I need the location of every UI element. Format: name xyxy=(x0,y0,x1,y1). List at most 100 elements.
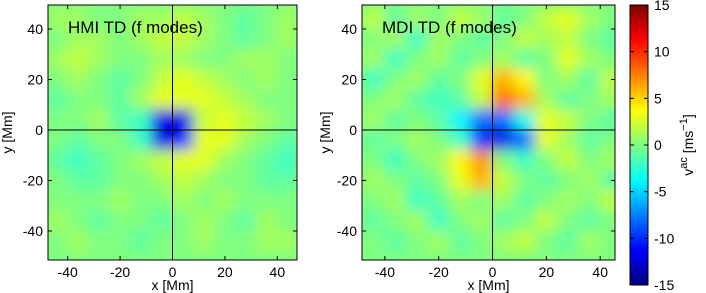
heat-cell xyxy=(599,8,615,30)
heat-cell xyxy=(513,169,537,192)
x-tick-label: -40 xyxy=(58,264,78,280)
heat-cell xyxy=(213,48,236,70)
heat-cell xyxy=(448,169,472,192)
heat-cell xyxy=(88,149,111,171)
heat-cell xyxy=(88,28,111,50)
heat-cell xyxy=(213,109,236,131)
heat-cell xyxy=(88,48,111,70)
heat-cell xyxy=(492,149,515,171)
heat-cell xyxy=(427,28,450,50)
heat-cell xyxy=(556,129,580,151)
heat-cell xyxy=(130,28,153,50)
heat-cell xyxy=(362,48,386,70)
heat-cell xyxy=(384,129,407,151)
heat-cell xyxy=(276,48,297,70)
heat-cell xyxy=(599,169,615,192)
heat-cell xyxy=(213,8,236,30)
heat-cell xyxy=(492,109,515,131)
heat-cell xyxy=(192,8,215,30)
cells xyxy=(48,8,297,252)
heat-cell xyxy=(255,109,278,131)
heat-cell xyxy=(535,109,558,131)
heat-cell xyxy=(384,109,407,131)
heat-cell xyxy=(192,28,215,50)
colorbar-label-part: v xyxy=(680,169,696,176)
heat-cell xyxy=(492,169,515,192)
heat-cell xyxy=(362,190,386,212)
heat-cell xyxy=(88,89,111,111)
heat-cell xyxy=(213,28,236,50)
heat-cell xyxy=(88,8,111,30)
heat-cell xyxy=(213,210,236,232)
heat-cell xyxy=(213,129,236,151)
heat-cell xyxy=(67,210,90,232)
heat-cell xyxy=(448,109,472,131)
colorbar-tick-label: -15 xyxy=(654,277,674,293)
heat-cell xyxy=(255,230,278,252)
heat-cell xyxy=(556,230,580,252)
heat-cell xyxy=(362,28,386,50)
heat-cell xyxy=(276,169,297,192)
x-tick-label: 40 xyxy=(592,264,608,280)
heat-cell xyxy=(448,149,472,171)
heat-cell xyxy=(535,169,558,192)
y-tick-label: 40 xyxy=(27,21,43,37)
heat-cell xyxy=(255,68,278,91)
heat-cell xyxy=(556,210,580,232)
heat-cell xyxy=(362,210,386,232)
heat-cell xyxy=(67,169,90,192)
heat-cell xyxy=(535,149,558,171)
heat-cell xyxy=(151,190,173,212)
heat-cell xyxy=(448,190,472,212)
heat-cell xyxy=(578,8,601,30)
heat-cell xyxy=(427,109,450,131)
heat-cell xyxy=(384,48,407,70)
heat-cell xyxy=(470,129,494,151)
x-tick-label: 0 xyxy=(489,264,497,280)
colorbar-label-part: ac xyxy=(678,157,690,169)
colorbar-label-part: ] xyxy=(680,114,696,118)
heat-cell xyxy=(362,68,386,91)
heat-cell xyxy=(362,129,386,151)
heat-cell xyxy=(130,8,153,30)
heat-cell xyxy=(362,109,386,131)
heat-cell xyxy=(556,28,580,50)
heat-cell xyxy=(151,169,173,192)
heat-cell xyxy=(448,68,472,91)
heat-cell xyxy=(234,89,257,111)
heat-cell xyxy=(427,210,450,232)
heat-cell xyxy=(556,149,580,171)
heat-cell xyxy=(88,210,111,232)
heat-cell xyxy=(556,109,580,131)
panel: -40 -20 0 20 40 -40 -20 0 20 40 MDI TD (f modes) x … xyxy=(317,4,616,293)
heat-cell xyxy=(67,8,90,30)
heat-cell xyxy=(88,190,111,212)
heat-cell xyxy=(405,210,429,232)
heat-cell xyxy=(151,109,173,131)
heat-cell xyxy=(88,230,111,252)
heat-cell xyxy=(556,68,580,91)
heat-cell xyxy=(599,149,615,171)
heat-cell xyxy=(192,68,215,91)
heat-cell xyxy=(255,28,278,50)
heat-cell xyxy=(276,28,297,50)
heat-cell xyxy=(192,149,215,171)
y-tick-label: 20 xyxy=(27,71,43,87)
heat-cell xyxy=(151,149,173,171)
heat-cell xyxy=(578,68,601,91)
heat-cell xyxy=(109,89,132,111)
heat-cell xyxy=(67,28,90,50)
heat-cell xyxy=(255,149,278,171)
heat-cell xyxy=(109,230,132,252)
heat-cell xyxy=(578,89,601,111)
heat-cell xyxy=(599,48,615,70)
heat-cell xyxy=(67,109,90,131)
heat-cell xyxy=(172,28,194,50)
heat-cell xyxy=(448,210,472,232)
heat-cell xyxy=(513,28,537,50)
heat-cell xyxy=(362,8,386,30)
heat-cell xyxy=(234,149,257,171)
x-tick-label: 20 xyxy=(217,264,233,280)
heat-cell xyxy=(427,68,450,91)
heat-cell xyxy=(599,28,615,50)
